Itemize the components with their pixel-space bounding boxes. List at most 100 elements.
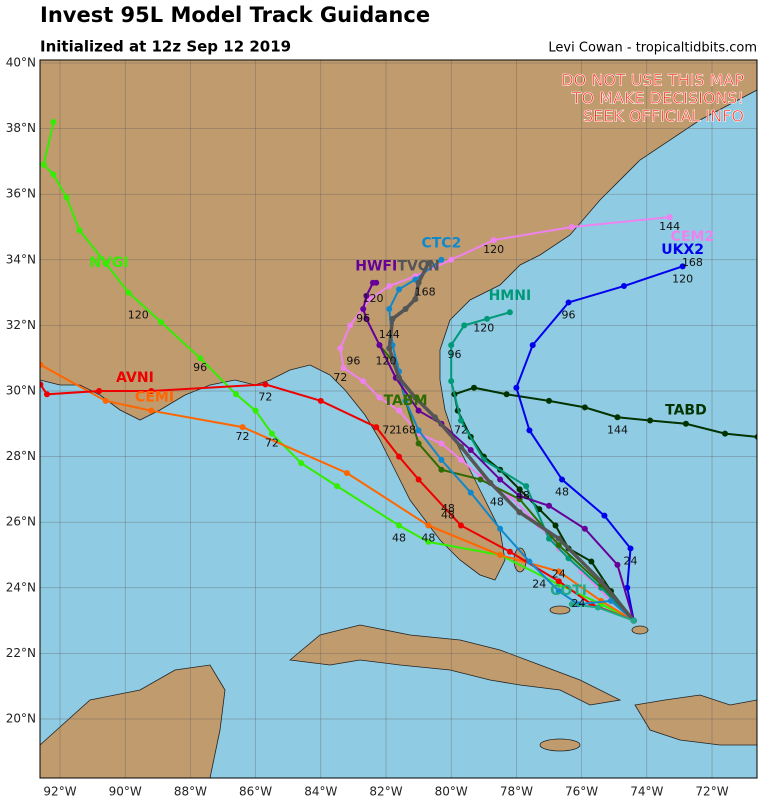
track-point	[552, 522, 559, 529]
track-point	[526, 427, 533, 434]
track-point	[102, 397, 109, 404]
track-point	[376, 342, 383, 349]
track-point	[343, 470, 350, 476]
track-point	[425, 260, 432, 267]
track-point	[624, 584, 631, 591]
track-point	[568, 224, 575, 230]
model-name: TABM	[384, 393, 428, 409]
track-point	[588, 558, 595, 565]
track-point	[40, 161, 47, 168]
track-point	[555, 588, 562, 595]
track-point	[516, 492, 523, 499]
forecast-hour: 144	[607, 423, 628, 436]
model-name: CEMI	[135, 390, 174, 406]
forecast-hour: 120	[473, 322, 494, 335]
map: 144 TABD 120 96 72 48 24 NVGI 72 48 CEMI 72 48 24 AVNI…	[40, 60, 757, 778]
model-name: CEM2	[671, 229, 715, 245]
track-line	[362, 281, 635, 621]
track-point	[373, 279, 380, 286]
track-point	[415, 279, 422, 286]
track-point	[555, 568, 562, 575]
north-america	[40, 60, 757, 581]
cuba	[289, 624, 622, 706]
track-point	[598, 578, 605, 585]
track-point	[448, 256, 455, 263]
map-frame	[39, 59, 758, 779]
track-point	[503, 391, 510, 398]
forecast-hour: 72	[454, 423, 468, 436]
forecast-hour: 72	[236, 430, 250, 443]
model-name: NVGI	[89, 255, 128, 271]
lat-tick-label: 30°N	[6, 384, 36, 398]
track-point	[523, 483, 530, 490]
track-point	[448, 342, 455, 349]
track-point	[102, 260, 109, 267]
track-point	[555, 578, 562, 585]
track-point	[627, 545, 634, 552]
yucatan	[40, 664, 226, 778]
subtitle: Initialized at 12z Sep 12 2019	[40, 38, 291, 56]
track-point	[438, 256, 445, 263]
track-point	[96, 388, 103, 394]
forecast-hour: 24	[552, 568, 566, 581]
lat-tick-label: 26°N	[6, 515, 36, 529]
track-point	[425, 522, 432, 529]
track-point	[317, 397, 324, 404]
track-point	[666, 214, 673, 221]
track-point	[396, 522, 403, 529]
forecast-hour: 168	[415, 286, 436, 299]
track-line	[40, 383, 635, 622]
forecast-hour: 96	[447, 348, 461, 361]
track-point	[457, 443, 464, 450]
track-point	[457, 456, 464, 463]
track-point	[412, 296, 419, 303]
track-point	[754, 433, 757, 440]
track-point	[647, 417, 654, 424]
forecast-hour: 48	[421, 532, 435, 545]
lon-tick-label: 76°W	[565, 785, 598, 799]
track-point	[425, 538, 432, 545]
model-name: HMNI	[489, 288, 532, 304]
track-point	[457, 522, 464, 529]
warning: DO NOT USE THIS MAP	[561, 71, 744, 90]
track-point	[252, 407, 259, 414]
forecast-hour: 24	[624, 555, 638, 568]
track-point	[555, 535, 562, 542]
track-point	[682, 420, 689, 427]
track-point	[513, 384, 520, 391]
track-point	[63, 194, 70, 201]
track-point	[487, 479, 494, 486]
forecast-hour: 72	[382, 423, 396, 436]
jamaica	[539, 738, 581, 752]
lon-tick-label: 82°W	[369, 785, 402, 799]
track-point	[148, 388, 155, 394]
bahamas	[549, 605, 571, 615]
track-point	[402, 397, 409, 404]
lat-tick-label: 38°N	[6, 121, 36, 135]
forecast-hour: 72	[258, 391, 272, 404]
track-point	[396, 286, 403, 293]
track-point	[376, 394, 383, 401]
track-point	[477, 476, 484, 483]
forecast-hour: 48	[516, 489, 530, 502]
lat-tick-label: 20°N	[6, 712, 36, 726]
lon-tick-label: 90°W	[109, 785, 142, 799]
model-name: CTC2	[421, 235, 461, 251]
track-point	[415, 440, 422, 447]
track-point	[298, 460, 305, 467]
track-point	[497, 525, 504, 532]
track-point	[526, 558, 533, 565]
model-name: COTI	[550, 583, 587, 599]
forecast-hour: 96	[356, 312, 370, 325]
track-point	[158, 319, 165, 326]
track-point	[581, 404, 588, 411]
track-point	[337, 345, 344, 352]
model-name: UKX2	[661, 242, 704, 258]
track-point	[546, 397, 552, 404]
track-line	[450, 311, 635, 622]
track-point	[594, 604, 601, 611]
forecast-hour: 144	[659, 220, 680, 233]
track-point	[363, 315, 370, 322]
forecast-hour: 48	[392, 532, 406, 545]
